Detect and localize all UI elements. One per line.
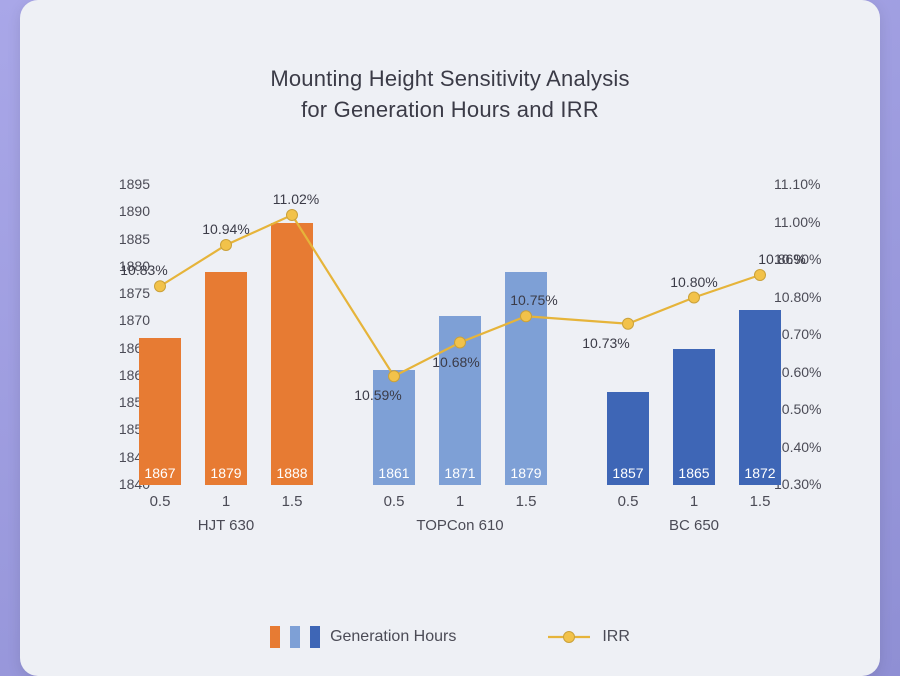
legend-bars-label: Generation Hours: [330, 628, 456, 646]
legend-item-bars: Generation Hours: [270, 626, 456, 648]
legend-swatch-bc: [310, 626, 320, 648]
legend-swatch-hjt: [270, 626, 280, 648]
title-line-1: Mounting Height Sensitivity Analysis: [270, 66, 629, 91]
legend: Generation Hours IRR: [20, 622, 880, 652]
irr-value-label: 10.75%: [510, 292, 557, 308]
chart-card: Mounting Height Sensitivity Analysis for…: [20, 0, 880, 676]
legend-line-swatch: [546, 626, 592, 648]
irr-value-label: 10.73%: [582, 335, 629, 351]
irr-value-label: 10.83%: [120, 262, 167, 278]
irr-value-label: 10.68%: [432, 354, 479, 370]
irr-value-label: 10.80%: [670, 274, 717, 290]
irr-value-label: 10.86%: [758, 251, 805, 267]
legend-swatch-topcon: [290, 626, 300, 648]
chart-title: Mounting Height Sensitivity Analysis for…: [20, 64, 880, 126]
title-line-2: for Generation Hours and IRR: [301, 97, 599, 122]
irr-value-label: 11.02%: [273, 191, 319, 207]
legend-line-label: IRR: [602, 628, 630, 646]
irr-value-label: 10.94%: [202, 221, 249, 237]
plot-area: 1840184518501855186018651870187518801885…: [60, 160, 840, 560]
legend-item-line: IRR: [546, 626, 630, 648]
irr-value-label: 10.59%: [354, 387, 401, 403]
